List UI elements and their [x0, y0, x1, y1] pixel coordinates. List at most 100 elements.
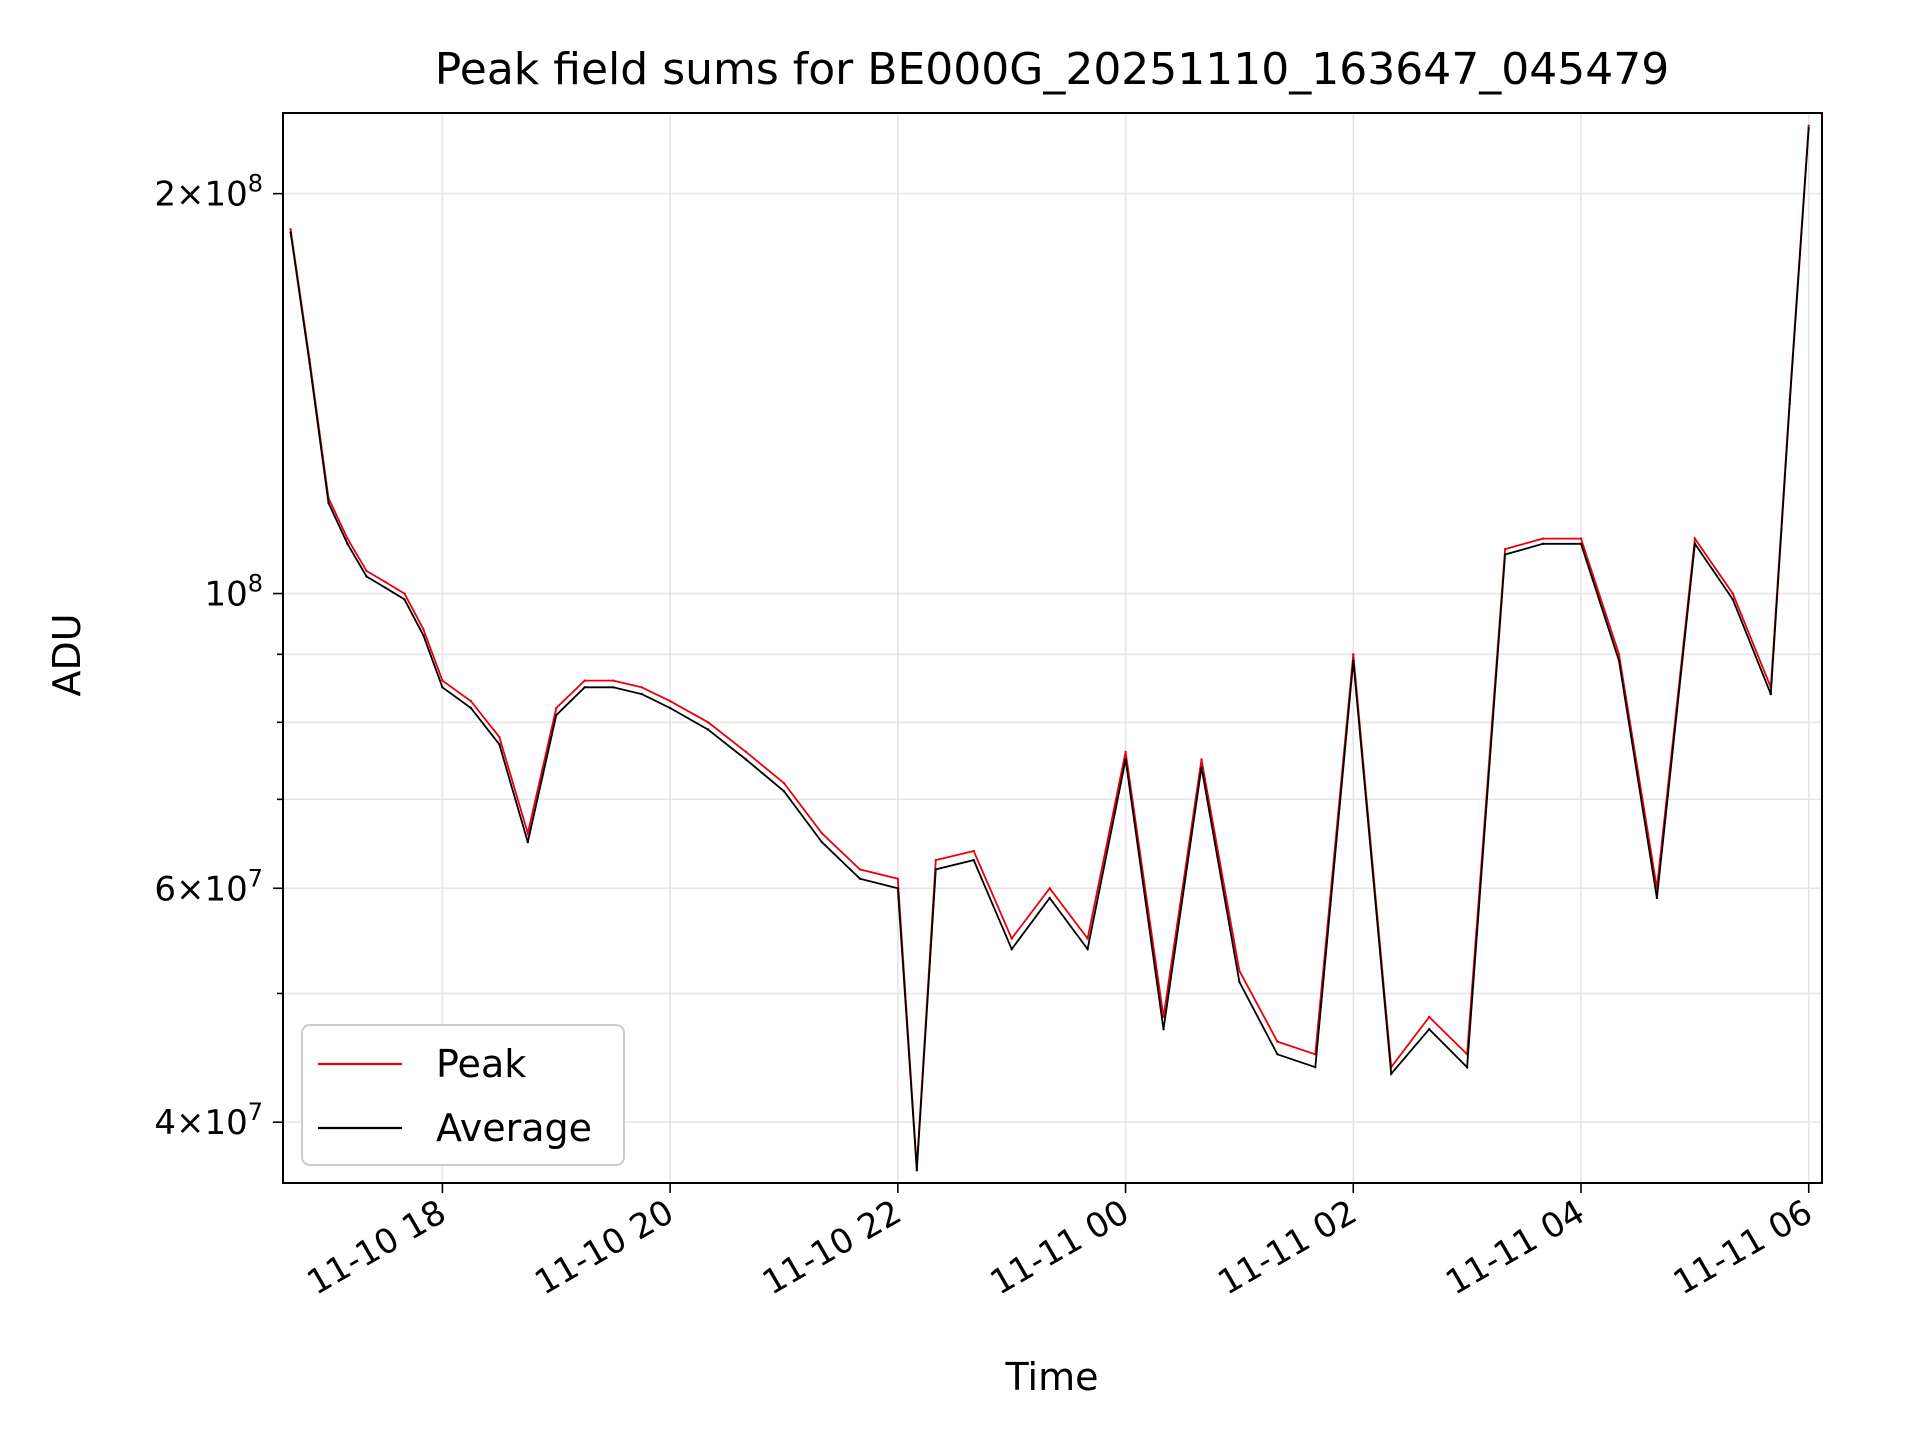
data-point-average	[896, 887, 899, 890]
data-point-average	[1807, 127, 1810, 130]
data-point-peak	[744, 750, 748, 754]
data-point-average	[469, 706, 473, 710]
chart-title: Peak field sums for BE000G_20251110_1636…	[435, 44, 1669, 95]
data-point-peak	[441, 679, 444, 682]
data-point-peak	[365, 569, 368, 573]
data-point-average	[1693, 542, 1697, 545]
legend: Peak Average	[301, 1024, 625, 1166]
data-point-peak	[555, 706, 558, 710]
data-point-peak	[972, 849, 975, 853]
y-tick-label: 6×107	[154, 864, 263, 909]
plot-frame	[282, 112, 1823, 1184]
data-point-average	[526, 840, 529, 844]
data-point-peak	[1048, 887, 1051, 890]
data-point-peak	[1086, 937, 1089, 940]
legend-label-peak: Peak	[436, 1042, 526, 1086]
data-point-average	[583, 686, 586, 689]
data-point-average	[744, 758, 748, 761]
data-point-peak	[403, 592, 406, 595]
data-point-average	[327, 501, 330, 505]
data-point-peak	[469, 699, 473, 703]
data-point-peak	[1276, 1040, 1279, 1043]
data-point-peak	[640, 686, 643, 689]
data-point-average	[308, 362, 311, 365]
data-point-peak	[1200, 758, 1203, 761]
data-point-average	[384, 586, 387, 589]
data-point-average	[1200, 766, 1203, 769]
data-point-average	[782, 790, 786, 793]
data-point-peak	[668, 699, 672, 703]
data-point-peak	[1693, 537, 1697, 540]
data-point-average	[640, 692, 643, 696]
data-point-peak	[583, 679, 586, 682]
y-tick-label: 108	[204, 570, 263, 615]
data-point-average	[612, 686, 615, 689]
data-point-peak	[612, 679, 615, 682]
data-point-peak	[1352, 653, 1355, 656]
data-point-peak	[1541, 537, 1545, 540]
data-point-average	[1617, 659, 1621, 662]
data-point-average	[1124, 758, 1127, 761]
data-point-average	[441, 686, 444, 689]
data-point-average	[1769, 692, 1773, 696]
data-point-peak	[858, 868, 862, 871]
data-point-average	[289, 231, 292, 234]
data-point-average	[668, 706, 672, 710]
data-point-average	[1314, 1066, 1317, 1069]
data-point-peak	[1162, 1015, 1165, 1019]
data-point-peak	[346, 537, 349, 540]
data-point-peak	[422, 628, 425, 631]
data-point-average	[1428, 1028, 1431, 1031]
data-point-average	[820, 840, 824, 844]
series-lines	[289, 124, 1810, 1172]
data-point-peak	[782, 781, 786, 785]
data-point-average	[972, 858, 975, 862]
data-point-average	[1390, 1072, 1393, 1076]
y-tick-label: 2×108	[154, 170, 263, 215]
legend-label-average: Average	[436, 1106, 592, 1150]
data-point-average	[858, 877, 862, 880]
data-point-average	[1655, 896, 1659, 900]
data-point-average	[1465, 1066, 1469, 1069]
data-point-average	[555, 713, 558, 717]
data-point-peak	[820, 832, 824, 835]
data-point-average	[1010, 947, 1013, 951]
data-point-average	[1579, 542, 1583, 545]
data-point-peak	[498, 735, 501, 739]
data-point-average	[1352, 659, 1355, 662]
data-point-peak	[1807, 124, 1810, 127]
data-point-average	[1788, 402, 1791, 405]
data-point-peak	[1731, 592, 1735, 595]
data-point-peak	[1579, 537, 1583, 540]
data-point-peak	[1503, 547, 1507, 551]
grid	[283, 113, 1822, 1183]
data-point-peak	[384, 580, 387, 584]
data-point-peak	[896, 877, 899, 880]
data-point-peak	[1238, 969, 1241, 972]
data-point-peak	[1124, 750, 1127, 754]
y-tick-label: 4×107	[154, 1098, 263, 1143]
data-point-average	[422, 634, 425, 637]
data-point-average	[365, 575, 368, 578]
data-point-average	[498, 743, 501, 746]
data-point-average	[915, 1169, 918, 1172]
data-point-average	[1541, 542, 1545, 545]
data-point-peak	[706, 721, 710, 724]
data-point-peak	[1428, 1015, 1431, 1019]
data-point-average	[1503, 553, 1507, 556]
data-point-average	[934, 868, 937, 871]
data-point-average	[706, 728, 710, 731]
y-axis-label: ADU	[45, 613, 89, 696]
data-point-average	[1086, 947, 1089, 951]
data-point-peak	[1617, 653, 1621, 656]
data-point-average	[403, 598, 406, 601]
data-point-average	[1276, 1053, 1279, 1056]
data-point-average	[1048, 896, 1051, 900]
legend-box	[301, 1024, 625, 1166]
data-point-average	[1731, 598, 1735, 601]
data-point-peak	[526, 832, 529, 835]
data-point-average	[346, 542, 349, 545]
